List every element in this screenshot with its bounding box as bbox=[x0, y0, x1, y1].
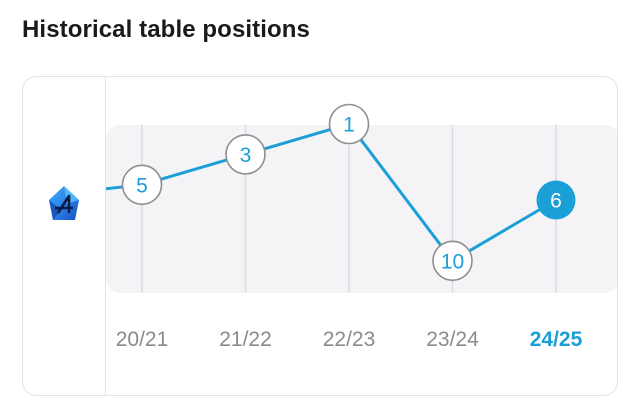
position-value: 3 bbox=[240, 144, 252, 167]
season-label: 22/23 bbox=[323, 328, 376, 351]
season-label-current: 24/25 bbox=[530, 328, 583, 351]
season-label: 23/24 bbox=[426, 328, 479, 351]
position-point: 5 bbox=[121, 164, 163, 206]
position-point: 3 bbox=[225, 134, 266, 175]
positions-chart: 5 3 1 10 6 20/21 21/22 22/23 23/24 24/25 bbox=[106, 77, 617, 395]
positions-card: 5 3 1 10 6 20/21 21/22 22/23 23/24 24/25 bbox=[22, 76, 618, 396]
league-logo-icon bbox=[45, 184, 83, 224]
league-column bbox=[23, 77, 106, 395]
position-value: 1 bbox=[343, 114, 355, 137]
position-value: 5 bbox=[136, 174, 148, 197]
position-circle bbox=[121, 164, 163, 206]
position-circle bbox=[328, 103, 370, 145]
position-point: 1 bbox=[328, 103, 370, 145]
position-circle bbox=[432, 240, 473, 282]
position-point-current: 6 bbox=[536, 180, 576, 220]
position-point: 10 bbox=[432, 240, 473, 282]
season-label: 20/21 bbox=[116, 328, 169, 351]
position-value: 6 bbox=[550, 190, 562, 213]
position-circle bbox=[536, 180, 576, 220]
position-circle bbox=[225, 134, 266, 175]
position-value: 10 bbox=[441, 250, 464, 273]
section-title: Historical table positions bbox=[22, 16, 310, 43]
season-label: 21/22 bbox=[219, 328, 272, 351]
